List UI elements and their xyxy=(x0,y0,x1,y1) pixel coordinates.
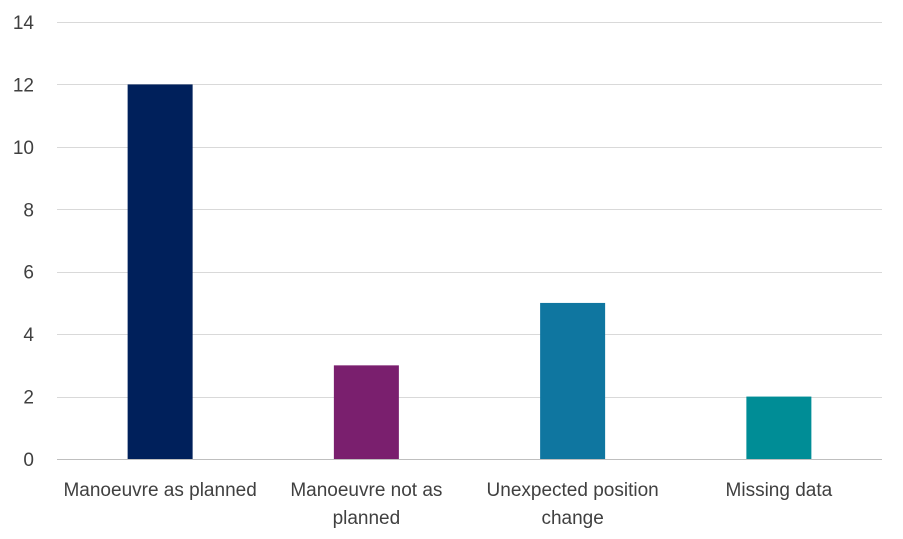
y-tick-label: 6 xyxy=(23,263,34,284)
bar xyxy=(540,302,606,459)
x-tick-label-line: Unexpected position xyxy=(487,480,659,501)
y-tick-label: 0 xyxy=(23,450,34,471)
y-tick-label: 10 xyxy=(13,138,34,159)
x-tick-label: Unexpected position change xyxy=(487,480,659,529)
x-tick-label: Manoeuvre not as planned xyxy=(290,480,442,529)
bar xyxy=(127,84,193,459)
x-tick-label: Manoeuvre as planned xyxy=(63,480,256,501)
bars xyxy=(127,84,812,459)
y-tick-label: 12 xyxy=(13,75,34,96)
y-axis-ticks: 0 2 4 6 8 10 12 14 xyxy=(13,13,35,471)
x-tick-label-line: change xyxy=(541,508,603,529)
x-axis-category-labels: Manoeuvre as planned Manoeuvre not as plan… xyxy=(63,480,832,529)
y-tick-label: 8 xyxy=(23,200,34,221)
x-tick-label-line: Missing data xyxy=(726,480,833,501)
y-tick-label: 4 xyxy=(23,325,34,346)
y-tick-label: 2 xyxy=(23,388,34,409)
x-tick-label-line: Manoeuvre as planned xyxy=(63,480,256,501)
x-tick-label: Missing data xyxy=(726,480,833,501)
x-tick-label-line: planned xyxy=(333,508,401,529)
gridlines xyxy=(57,22,882,398)
y-tick-label: 14 xyxy=(13,13,35,34)
x-tick-label-line: Manoeuvre not as xyxy=(290,480,442,501)
bar xyxy=(333,365,399,459)
bar xyxy=(746,396,812,459)
